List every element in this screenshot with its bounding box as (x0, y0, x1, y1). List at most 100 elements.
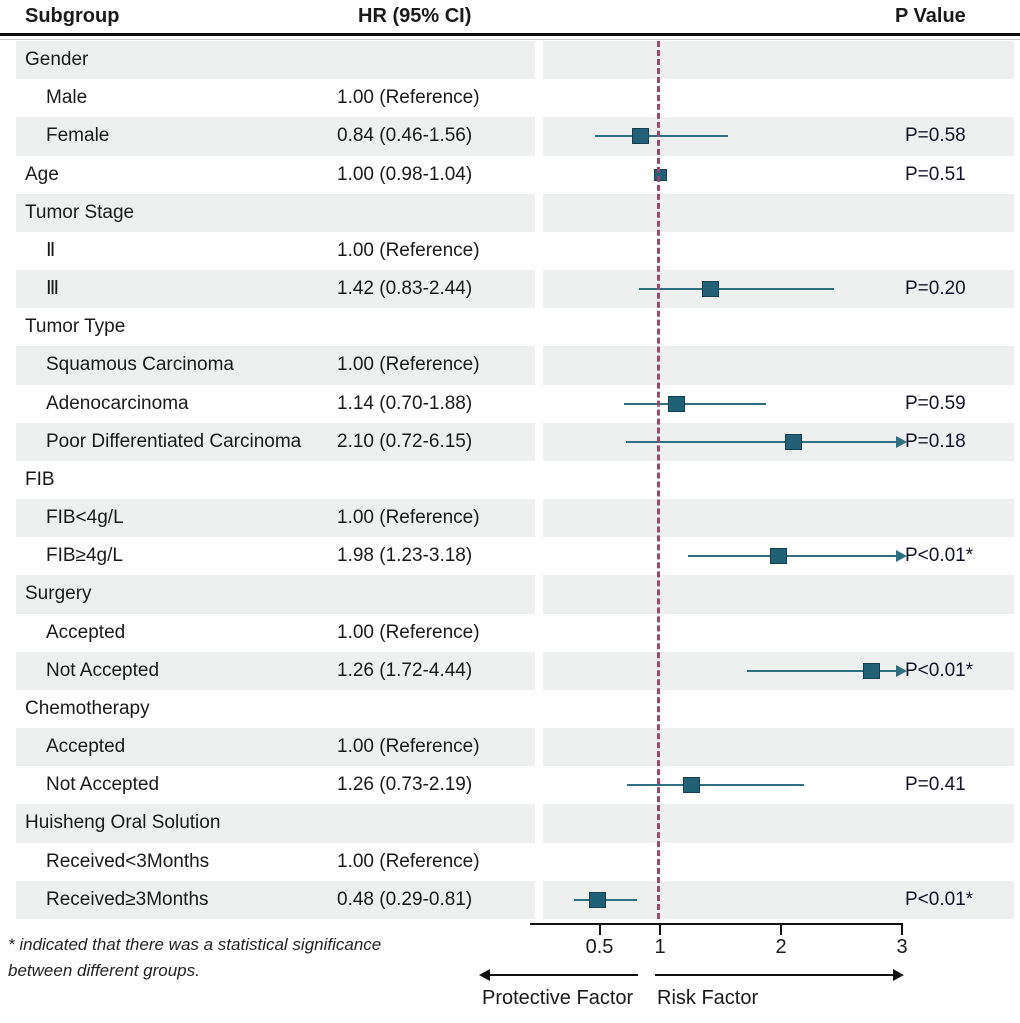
row-shading-left (16, 728, 535, 767)
row-shading-right (543, 804, 1014, 843)
hr-ci-value: 1.00 (Reference) (337, 850, 480, 872)
x-axis-tick-label: 2 (775, 936, 787, 958)
table-row: Huisheng Oral Solution (0, 804, 1020, 843)
ci-line (639, 288, 835, 291)
hr-ci-value: 0.84 (0.46-1.56) (337, 125, 473, 147)
table-row: FIB<4g/L 1.00 (Reference) (0, 499, 1020, 538)
column-header-hr-ci: HR (95% CI) (358, 5, 472, 27)
table-row: FIB≥4g/L 1.98 (1.23-3.18) P<0.01* (0, 537, 1020, 575)
p-value: P=0.18 (905, 430, 966, 452)
hr-ci-value: 1.00 (Reference) (337, 621, 480, 643)
hr-ci-value: 1.42 (0.83-2.44) (337, 278, 473, 300)
hr-ci-value: 1.98 (1.23-3.18) (337, 545, 473, 567)
protective-factor-label: Protective Factor (482, 987, 634, 1009)
subgroup-item-label: Accepted (46, 736, 126, 758)
x-axis-tick-label: 3 (896, 936, 908, 958)
row-shading-left (16, 270, 535, 309)
hr-point-square (702, 281, 720, 298)
table-row: Male 1.00 (Reference) (0, 79, 1020, 117)
hr-point-square (682, 777, 700, 794)
table-row: Squamous Carcinoma 1.00 (Reference) (0, 346, 1020, 385)
right-arrowhead-icon (893, 969, 904, 981)
ci-right-arrow-icon (896, 664, 907, 677)
row-shading-left (16, 499, 535, 538)
table-row: Gender (0, 41, 1020, 80)
subgroup-item-label: FIB≥4g/L (46, 545, 123, 567)
protective-arrow-line (489, 974, 638, 976)
header-divider-thin (0, 39, 1020, 40)
subgroup-item-label: Not Accepted (46, 774, 160, 796)
row-shading-left (16, 422, 535, 461)
subgroup-section-label: Gender (25, 49, 89, 70)
table-row: Tumor Stage (0, 193, 1020, 232)
table-row: Not Accepted 1.26 (1.72-4.44) P<0.01* (0, 651, 1020, 690)
risk-arrow-line (655, 974, 893, 976)
p-value: P<0.01* (905, 659, 974, 681)
hr-ci-value: 1.00 (Reference) (337, 239, 480, 261)
hr-ci-value: 1.00 (0.98-1.04) (337, 163, 473, 185)
footnote: * indicated that there was a statistical… (8, 932, 381, 984)
row-shading-left (16, 804, 535, 843)
hr-ci-value: 2.10 (0.72-6.15) (337, 430, 473, 452)
table-row: Female 0.84 (0.46-1.56) P=0.58 (0, 117, 1020, 156)
hr-point-square (653, 168, 667, 181)
x-axis-tick (598, 923, 601, 935)
subgroup-section-label: Huisheng Oral Solution (25, 812, 221, 834)
row-shading-right (543, 499, 1014, 538)
subgroup-section-label: Age (25, 163, 59, 185)
row-shading-left (16, 41, 535, 80)
subgroup-section-label: Tumor Stage (25, 201, 135, 223)
x-axis-tick (659, 923, 661, 935)
table-row: Ⅲ 1.42 (0.83-2.44) P=0.20 (0, 270, 1020, 309)
table-row: Adenocarcinoma 1.14 (0.70-1.88) P=0.59 (0, 385, 1020, 423)
p-value: P<0.01* (905, 545, 974, 567)
x-axis-tick-label: 1 (654, 936, 666, 958)
hr-point-square (784, 433, 802, 450)
subgroup-item-label: Accepted (46, 621, 126, 643)
subgroup-item-label: Received≥3Months (46, 888, 209, 910)
row-shading-left (16, 117, 535, 156)
hr-ci-value: 1.00 (Reference) (337, 354, 480, 376)
x-axis-tick (780, 923, 782, 935)
footnote-line-1: * indicated that there was a statistical… (8, 935, 382, 954)
table-row: Received<3Months 1.00 (Reference) (0, 843, 1020, 881)
subgroup-item-label: Female (46, 125, 110, 147)
subgroup-item-label: FIB<4g/L (46, 507, 124, 529)
subgroup-item-label: Not Accepted (46, 659, 160, 681)
p-value: P=0.51 (905, 163, 966, 185)
subgroup-section-label: Surgery (25, 583, 92, 605)
ci-line (747, 669, 897, 672)
table-row: Chemotherapy (0, 690, 1020, 728)
table-row: Surgery (0, 575, 1020, 614)
row-shading-right (543, 346, 1014, 385)
table-row: Tumor Type (0, 308, 1020, 346)
header-divider-thick (0, 33, 1020, 36)
row-shading-left (16, 346, 535, 385)
row-shading-left (16, 193, 535, 232)
hr-ci-value: 0.48 (0.29-0.81) (337, 888, 473, 910)
hr-ci-value: 1.14 (0.70-1.88) (337, 392, 473, 414)
row-shading-left (16, 575, 535, 614)
subgroup-section-label: Tumor Type (25, 316, 126, 338)
table-row: Not Accepted 1.26 (0.73-2.19) P=0.41 (0, 766, 1020, 804)
ci-line (626, 440, 897, 443)
column-header-subgroup: Subgroup (25, 5, 120, 27)
row-shading-right (543, 575, 1014, 614)
hr-point-square (632, 128, 650, 145)
footnote-line-2: between different groups. (8, 961, 200, 980)
row-shading-right (543, 193, 1014, 232)
table-row: Accepted 1.00 (Reference) (0, 728, 1020, 767)
subgroup-item-label: Ⅱ (46, 239, 56, 261)
table-row: FIB (0, 461, 1020, 499)
p-value: P=0.59 (905, 392, 966, 414)
p-value: P=0.41 (905, 774, 966, 796)
row-shading-right (543, 41, 1014, 80)
hr-point-square (588, 891, 606, 908)
ci-line (687, 555, 897, 558)
subgroup-item-label: Male (46, 87, 88, 109)
ci-line (623, 402, 767, 405)
hr-point-square (770, 548, 788, 565)
ci-right-arrow-icon (896, 435, 907, 448)
hr-ci-value: 1.00 (Reference) (337, 736, 480, 758)
